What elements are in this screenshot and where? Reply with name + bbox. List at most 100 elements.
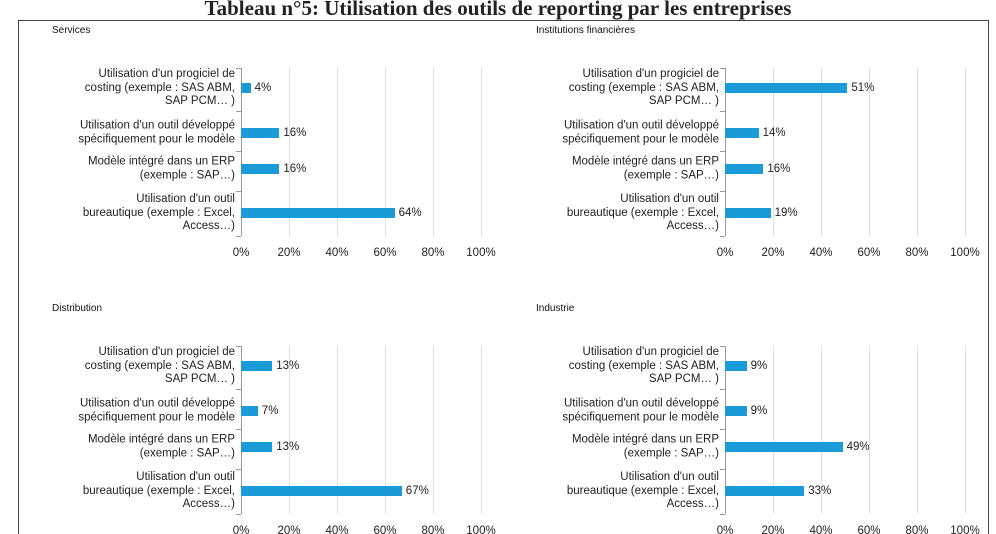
x-tick-label: 80% [905, 525, 929, 534]
category-label: Modèle intégré dans un ERP (exemple : SA… [87, 155, 235, 182]
value-label: 7% [261, 405, 279, 417]
category-label: Utilisation d'un progiciel de costing (e… [568, 345, 719, 385]
grid-line [917, 68, 918, 236]
axis-tick [236, 110, 241, 112]
axis-tick [236, 236, 241, 237]
page-title: Tableau n°5: Utilisation des outils de r… [204, 0, 792, 20]
panel-title: Services [52, 25, 91, 36]
axis-tick [720, 236, 725, 237]
grid-line [869, 68, 870, 236]
x-tick-label: 60% [857, 247, 881, 259]
category-label: Utilisation d'un progiciel de costing (e… [84, 67, 235, 107]
grid-line [773, 346, 774, 514]
bar [241, 442, 273, 452]
panel-title: Distribution [52, 303, 103, 314]
category-label: Utilisation d'un outil développé spécifi… [78, 397, 235, 424]
value-label: 4% [254, 82, 272, 94]
value-label: 49% [846, 441, 870, 453]
category-label: Utilisation d'un outil développé spécifi… [78, 119, 235, 146]
category-label: Utilisation d'un outil bureautique (exem… [566, 470, 719, 510]
x-tick-label: 60% [857, 525, 881, 534]
axis-tick [720, 346, 725, 347]
value-label: 16% [283, 127, 307, 139]
bar [725, 208, 771, 218]
bar [725, 406, 747, 416]
value-label: 19% [774, 207, 798, 219]
category-label: Utilisation d'un progiciel de costing (e… [84, 345, 235, 385]
axis-tick [720, 469, 725, 470]
panel-title: Institutions financières [536, 25, 635, 36]
value-label: 16% [767, 163, 791, 175]
bar [241, 486, 402, 496]
bar [725, 164, 764, 174]
value-label: 67% [405, 485, 429, 497]
value-label: 16% [283, 163, 307, 175]
axis-tick [720, 388, 725, 390]
x-tick-label: 20% [761, 525, 785, 534]
axis-line [725, 346, 726, 514]
x-tick-label: 100% [466, 525, 496, 534]
value-label: 13% [276, 441, 300, 453]
axis-tick [236, 388, 241, 390]
axis-tick [720, 110, 725, 112]
axis-line [725, 68, 726, 236]
axis-tick [236, 151, 241, 152]
axis-line [241, 68, 242, 236]
x-tick-label: 0% [716, 247, 734, 259]
grid-line [289, 346, 290, 514]
axis-tick [236, 191, 241, 192]
x-tick-label: 20% [277, 525, 301, 534]
grid-line [917, 346, 918, 514]
panel-title: Industrie [536, 303, 575, 314]
category-label: Modèle intégré dans un ERP (exemple : SA… [87, 433, 235, 460]
x-tick-label: 80% [421, 247, 445, 259]
bar [241, 128, 280, 138]
x-tick-label: 80% [421, 525, 445, 534]
bar [241, 361, 273, 371]
value-label: 64% [398, 207, 422, 219]
grid-line [433, 68, 434, 236]
grid-line [965, 346, 966, 514]
bar [725, 128, 759, 138]
category-label: Modèle intégré dans un ERP (exemple : SA… [571, 155, 719, 182]
grid-line [965, 68, 966, 236]
bar [241, 83, 251, 93]
x-tick-label: 40% [325, 525, 349, 534]
x-tick-label: 100% [466, 247, 496, 259]
value-label: 13% [276, 360, 300, 372]
x-tick-label: 80% [905, 247, 929, 259]
value-label: 9% [750, 405, 768, 417]
grid-line [821, 346, 822, 514]
bar [725, 442, 843, 452]
value-label: 9% [750, 360, 768, 372]
x-tick-label: 100% [950, 525, 980, 534]
bar [241, 208, 395, 218]
grid-line [433, 346, 434, 514]
grid-line [821, 68, 822, 236]
axis-tick [236, 429, 241, 430]
x-tick-label: 60% [373, 247, 397, 259]
grid-line [337, 68, 338, 236]
x-tick-label: 0% [232, 525, 250, 534]
x-tick-label: 20% [761, 247, 785, 259]
category-label: Utilisation d'un outil développé spécifi… [562, 397, 719, 424]
axis-tick [236, 469, 241, 470]
grid-line [385, 68, 386, 236]
axis-tick [236, 68, 241, 69]
frame [18, 20, 989, 534]
x-tick-label: 20% [277, 247, 301, 259]
category-label: Utilisation d'un outil bureautique (exem… [82, 192, 235, 232]
bar [725, 486, 805, 496]
category-label: Modèle intégré dans un ERP (exemple : SA… [571, 433, 719, 460]
grid-line [481, 346, 482, 514]
value-label: 51% [851, 82, 875, 94]
bar [241, 164, 280, 174]
axis-line [241, 346, 242, 514]
x-tick-label: 100% [950, 247, 980, 259]
axis-tick [720, 191, 725, 192]
category-label: Utilisation d'un outil bureautique (exem… [82, 470, 235, 510]
bar [241, 406, 258, 416]
value-label: 33% [808, 485, 832, 497]
category-label: Utilisation d'un outil développé spécifi… [562, 119, 719, 146]
